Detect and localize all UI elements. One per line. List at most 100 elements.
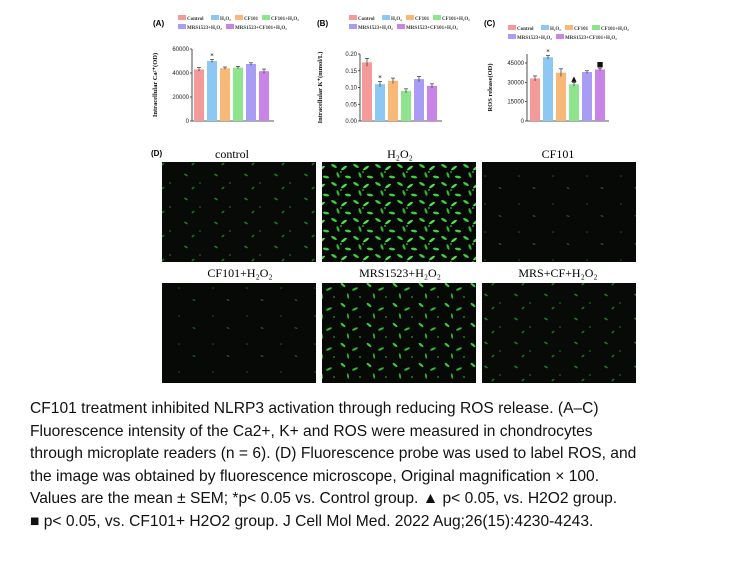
micrograph-control xyxy=(162,162,316,262)
legend-label: H₂O₂ xyxy=(391,17,402,22)
legend-label: H₂O₂ xyxy=(220,17,231,22)
y-tick-label: 20000 xyxy=(172,95,189,101)
y-tick-label: 40000 xyxy=(172,71,189,77)
legend-label: Control xyxy=(517,27,534,32)
legend-swatch xyxy=(262,15,270,20)
caption-line: ■ p< 0.05, vs. CF101+ H2O2 group. J Cell… xyxy=(30,512,594,530)
legend-swatch xyxy=(592,25,600,30)
caption-line: through microplate readers (n = 6). (D) … xyxy=(30,445,637,463)
micrograph-label-mrs-cf-h2o2: MRS+CF+H₂O₂ xyxy=(518,266,597,280)
bar xyxy=(543,57,553,121)
legend-swatch xyxy=(178,15,186,20)
legend-swatch xyxy=(565,25,573,30)
chart-c: Control H₂O₂ CF101 CF101+H₂O₂ MRS1523+H₂O₂ MR… xyxy=(487,25,629,125)
significance-marker: * xyxy=(546,48,550,56)
bar xyxy=(194,69,204,121)
bar xyxy=(530,78,540,121)
caption-line: Fluorescence intensity of the Ca2+, K+ a… xyxy=(30,422,593,440)
y-tick-label: 0.20 xyxy=(345,52,357,58)
legend-label: Control xyxy=(187,17,204,22)
micrograph-label-h2o2: H₂O₂ xyxy=(387,147,413,161)
bar xyxy=(388,80,398,121)
bar xyxy=(246,64,256,121)
figure: (A) (B) (C) (D) Control H₂O₂ CF101 CF101+H₂… xyxy=(151,15,636,383)
bar xyxy=(556,72,566,121)
caption-line: the image was obtained by fluorescence m… xyxy=(30,467,600,485)
legend-swatch xyxy=(508,25,516,30)
legend-label: MRS1523+CF101+H₂O₂ xyxy=(565,36,617,41)
figure-caption: CF101 treatment inhibited NLRP3 activati… xyxy=(30,398,740,534)
legend-label: CF101 xyxy=(244,17,259,22)
chart-b: Control H₂O₂ CF101 CF101+H₂O₂ MRS1523+H₂O₂ MR… xyxy=(317,15,470,125)
legend-label: MRS1523+H₂O₂ xyxy=(358,26,393,31)
bar xyxy=(427,85,437,121)
bar xyxy=(259,71,269,121)
legend-swatch xyxy=(349,24,357,29)
micrograph-label-cf101-h2o2: CF101+H₂O₂ xyxy=(207,266,272,280)
panel-label-a: (A) xyxy=(153,19,164,28)
micrograph-mrs1523-h2o2 xyxy=(322,283,476,383)
y-tick-label: 0.15 xyxy=(345,69,357,75)
micrograph-label-control: control xyxy=(215,147,250,161)
micrograph-h2o2 xyxy=(322,162,476,262)
chart-a: Control H₂O₂ CF101 CF101+H₂O₂ MRS1523+H₂O₂ MR… xyxy=(152,15,299,125)
legend-label: MRS1523+CF101+H₂O₂ xyxy=(235,26,287,31)
bar xyxy=(582,72,592,121)
legend-label: MRS1523+H₂O₂ xyxy=(187,26,222,31)
legend-swatch xyxy=(541,25,549,30)
legend-swatch xyxy=(211,15,219,20)
micrograph-cf101 xyxy=(482,162,636,262)
bar xyxy=(595,69,605,121)
legend-label: Control xyxy=(358,17,375,22)
legend-swatch xyxy=(433,15,441,20)
legend-swatch xyxy=(397,24,405,29)
y-tick-label: 0.10 xyxy=(345,86,357,92)
bar xyxy=(233,67,243,121)
significance-marker: * xyxy=(378,74,382,82)
micrograph-mrs-cf-h2o2 xyxy=(482,283,636,383)
y-tick-label: 0.05 xyxy=(345,102,357,108)
legend-swatch xyxy=(226,24,234,29)
caption-line: CF101 treatment inhibited NLRP3 activati… xyxy=(30,400,599,417)
y-tick-label: 0 xyxy=(521,119,525,125)
y-tick-label: 0 xyxy=(186,119,190,125)
y-tick-label: 60000 xyxy=(172,47,189,53)
legend-swatch xyxy=(406,15,414,20)
y-tick-label: 0.00 xyxy=(345,119,357,125)
legend-label: CF101 xyxy=(415,17,430,22)
y-axis-label: ROS release(OD) xyxy=(487,63,494,111)
bar xyxy=(207,61,217,121)
legend-label: H₂O₂ xyxy=(550,27,561,32)
bar xyxy=(362,62,372,121)
legend-label: MRS1523+CF101+H₂O₂ xyxy=(406,26,458,31)
panel-label-c: (C) xyxy=(484,19,495,28)
significance-marker: ▲ xyxy=(571,75,577,83)
y-tick-label: 30000 xyxy=(507,80,524,86)
micrograph-label-cf101: CF101 xyxy=(542,147,575,161)
panel-label-d: (D) xyxy=(151,149,162,158)
legend-label: CF101 xyxy=(574,27,589,32)
significance-marker: * xyxy=(210,52,214,60)
y-axis-label: Intracellular Ca²⁺(OD) xyxy=(152,53,159,117)
legend-label: CF101+H₂O₂ xyxy=(271,17,299,22)
bar xyxy=(414,79,424,121)
panel-label-b: (B) xyxy=(317,19,328,28)
micrograph-cf101-h2o2 xyxy=(162,283,316,383)
bar xyxy=(569,84,579,121)
y-tick-label: 15000 xyxy=(507,100,524,106)
legend-swatch xyxy=(349,15,357,20)
y-axis-label: Intracellular K⁺(mmol/L) xyxy=(317,52,324,124)
bar xyxy=(401,90,411,121)
legend-swatch xyxy=(382,15,390,20)
legend-swatch xyxy=(178,24,186,29)
legend-label: MRS1523+H₂O₂ xyxy=(517,36,552,41)
legend-label: CF101+H₂O₂ xyxy=(601,27,629,32)
bar xyxy=(220,68,230,121)
caption-line: Values are the mean ± SEM; *p< 0.05 vs. … xyxy=(30,490,618,508)
significance-marker: ■ xyxy=(597,61,604,69)
micrograph-label-mrs1523-h2o2: MRS1523+H₂O₂ xyxy=(359,266,441,280)
legend-label: CF101+H₂O₂ xyxy=(442,17,470,22)
legend-swatch xyxy=(235,15,243,20)
bar xyxy=(375,84,385,121)
y-tick-label: 45000 xyxy=(507,61,524,67)
